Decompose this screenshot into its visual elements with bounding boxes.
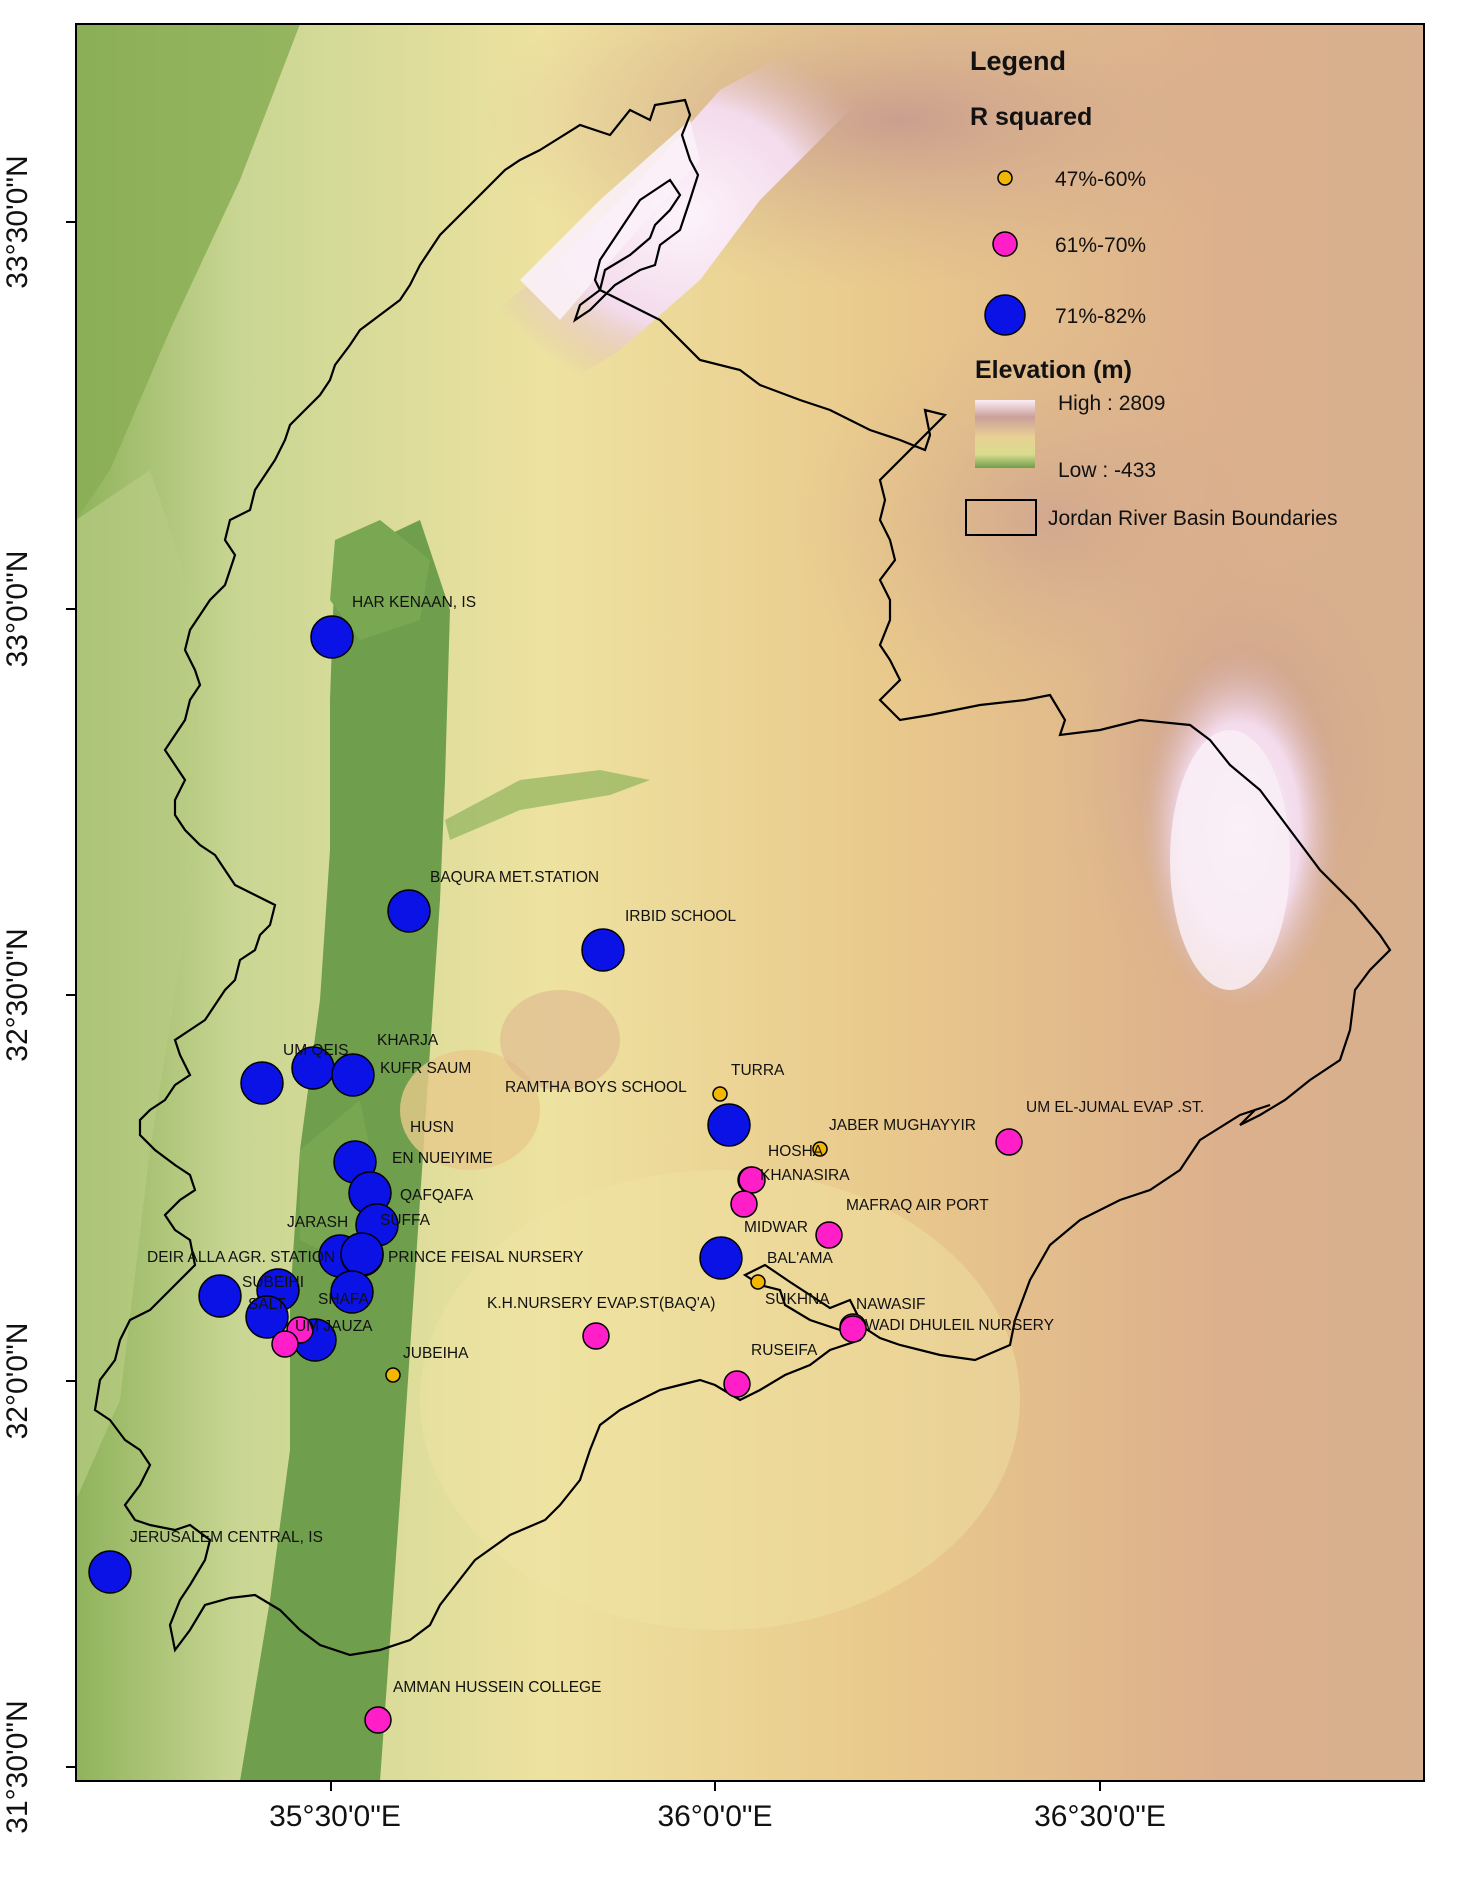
legend-elevation-ramp — [975, 400, 1035, 468]
station-label-jubeiha: JUBEIHA — [403, 1345, 469, 1362]
station-marker-sukhna — [750, 1274, 766, 1290]
station-label-suffa: SUFFA — [380, 1212, 431, 1229]
legend-class-2-label: 61%-70% — [1055, 234, 1146, 257]
lon-label-35-30: 35°30'0"E — [269, 1800, 401, 1833]
legend-symbol-medium — [992, 231, 1018, 257]
station-label-bal-ama: BAL'AMA — [767, 1250, 834, 1267]
station-label-sukhna: SUKHNA — [765, 1291, 830, 1308]
station-label-um-jauza: UM JAUZA — [295, 1318, 373, 1335]
station-marker-irbid-school — [581, 928, 625, 972]
station-label-kharja: KHARJA — [377, 1032, 439, 1049]
station-label-wadi-dhuleil-nursery: WADI DHULEIL NURSERY — [865, 1317, 1054, 1334]
station-label-um-qeis: UM QEIS — [283, 1042, 348, 1059]
legend-symbol-large — [984, 294, 1026, 336]
station-marker-ruseifa — [723, 1370, 751, 1398]
station-label-khanasira: KHANASIRA — [760, 1167, 850, 1184]
station-marker-suweileh — [271, 1330, 299, 1358]
station-marker-um-el-jumal-evap-st — [995, 1128, 1023, 1156]
station-label-k-h-nursery-evap-st-baq-a: K.H.NURSERY EVAP.ST(BAQ'A) — [487, 1295, 715, 1312]
station-marker-shafa — [330, 1270, 374, 1314]
station-marker-salt — [245, 1295, 289, 1339]
station-label-ramtha-boys-school: RAMTHA BOYS SCHOOL — [505, 1079, 687, 1096]
station-marker-k-h-nursery-evap-st-baq-a — [582, 1322, 610, 1350]
basin-boundary — [93, 98, 1392, 1657]
legend-r-squared-title: R squared — [970, 103, 1092, 131]
station-label-midwar: MIDWAR — [744, 1219, 808, 1236]
station-label-subeihi: SUBEIHI — [242, 1274, 304, 1291]
station-label-ruseifa: RUSEIFA — [751, 1342, 818, 1359]
station-marker-jerusalem-central-is — [88, 1550, 132, 1594]
station-label-salt: SALT — [248, 1296, 286, 1313]
station-marker-turra — [712, 1086, 728, 1102]
legend-boundary-swatch — [965, 499, 1037, 536]
station-label-baqura-met-station: BAQURA MET.STATION — [430, 869, 599, 886]
terrain — [76, 24, 1424, 1781]
legend-symbol-small — [997, 170, 1013, 186]
stations-layer: HAR KENAAN, IS BAQURA MET.STATION IRBID SC… — [88, 594, 1204, 1734]
station-marker-midwar — [730, 1190, 758, 1218]
station-marker-bal-ama — [699, 1236, 743, 1280]
legend: Legend R squared 47%-60% 61%-70% 71%-82%… — [965, 46, 1338, 536]
station-label-irbid-school: IRBID SCHOOL — [625, 908, 736, 925]
legend-class-3-label: 71%-82% — [1055, 305, 1146, 328]
lat-label-33-00: 33°0'0"N — [1, 550, 34, 668]
station-marker-deir-alla-agr-station — [198, 1274, 242, 1318]
lat-label-32-30: 32°30'0"N — [1, 928, 34, 1062]
station-label-amman-hussein-college: AMMAN HUSSEIN COLLEGE — [393, 1679, 601, 1696]
legend-elevation-title: Elevation (m) — [975, 356, 1132, 384]
station-marker-ramtha-boys-school — [707, 1103, 751, 1147]
station-marker-amman-hussein-college — [364, 1706, 392, 1734]
station-label-nawasif: NAWASIF — [856, 1296, 925, 1313]
station-marker-prince-feisal-nursery — [340, 1232, 384, 1276]
station-label-mafraq-air-port: MAFRAQ AIR PORT — [846, 1197, 989, 1214]
station-label-shafa: SHAFA — [318, 1291, 369, 1308]
lat-label-33-30: 33°30'0"N — [1, 155, 34, 289]
station-label-um-el-jumal-evap-st: UM EL-JUMAL EVAP .ST. — [1026, 1099, 1204, 1116]
station-marker-kufr-saum — [331, 1053, 375, 1097]
station-label-qafqafa: QAFQAFA — [400, 1187, 474, 1204]
legend-class-1-label: 47%-60% — [1055, 168, 1146, 191]
station-label-jarash: JARASH — [287, 1214, 348, 1231]
station-marker-baqura-met-station — [387, 889, 431, 933]
lat-label-32-00: 32°0'0"N — [1, 1322, 34, 1440]
legend-elevation-high: High : 2809 — [1058, 392, 1165, 415]
station-label-jerusalem-central-is: JERUSALEM CENTRAL, IS — [130, 1529, 323, 1546]
station-label-deir-alla-agr-station: DEIR ALLA AGR. STATION — [147, 1249, 335, 1266]
station-label-hosha: HOSHA — [768, 1143, 824, 1160]
station-marker-jubeiha — [385, 1367, 401, 1383]
axis-ticks — [66, 221, 1101, 1791]
station-label-turra: TURRA — [731, 1062, 785, 1079]
legend-elevation-low: Low : -433 — [1058, 459, 1156, 482]
lon-label-36-30: 36°30'0"E — [1034, 1800, 1166, 1833]
lon-label-36-00: 36°0'0"E — [657, 1800, 773, 1833]
station-marker-um-qeis — [240, 1061, 284, 1105]
station-marker-mafraq-air-port — [815, 1221, 843, 1249]
station-label-har-kenaan-is: HAR KENAAN, IS — [352, 594, 476, 611]
station-marker-wadi-dhuleil-nursery — [839, 1315, 867, 1343]
station-marker-har-kenaan-is — [310, 615, 354, 659]
lat-label-31-30: 31°30'0"N — [1, 1700, 34, 1834]
station-label-husn: HUSN — [410, 1119, 454, 1136]
legend-boundary-label: Jordan River Basin Boundaries — [1048, 507, 1338, 530]
legend-title: Legend — [970, 46, 1066, 76]
station-marker-jaber-mughayyir — [812, 1141, 828, 1157]
station-label-en-nueiyime: EN NUEIYIME — [392, 1150, 493, 1167]
station-label-prince-feisal-nursery: PRINCE FEISAL NURSERY — [388, 1249, 584, 1266]
station-label-jaber-mughayyir: JABER MUGHAYYIR — [829, 1117, 976, 1134]
station-label-kufr-saum: KUFR SAUM — [380, 1060, 471, 1077]
